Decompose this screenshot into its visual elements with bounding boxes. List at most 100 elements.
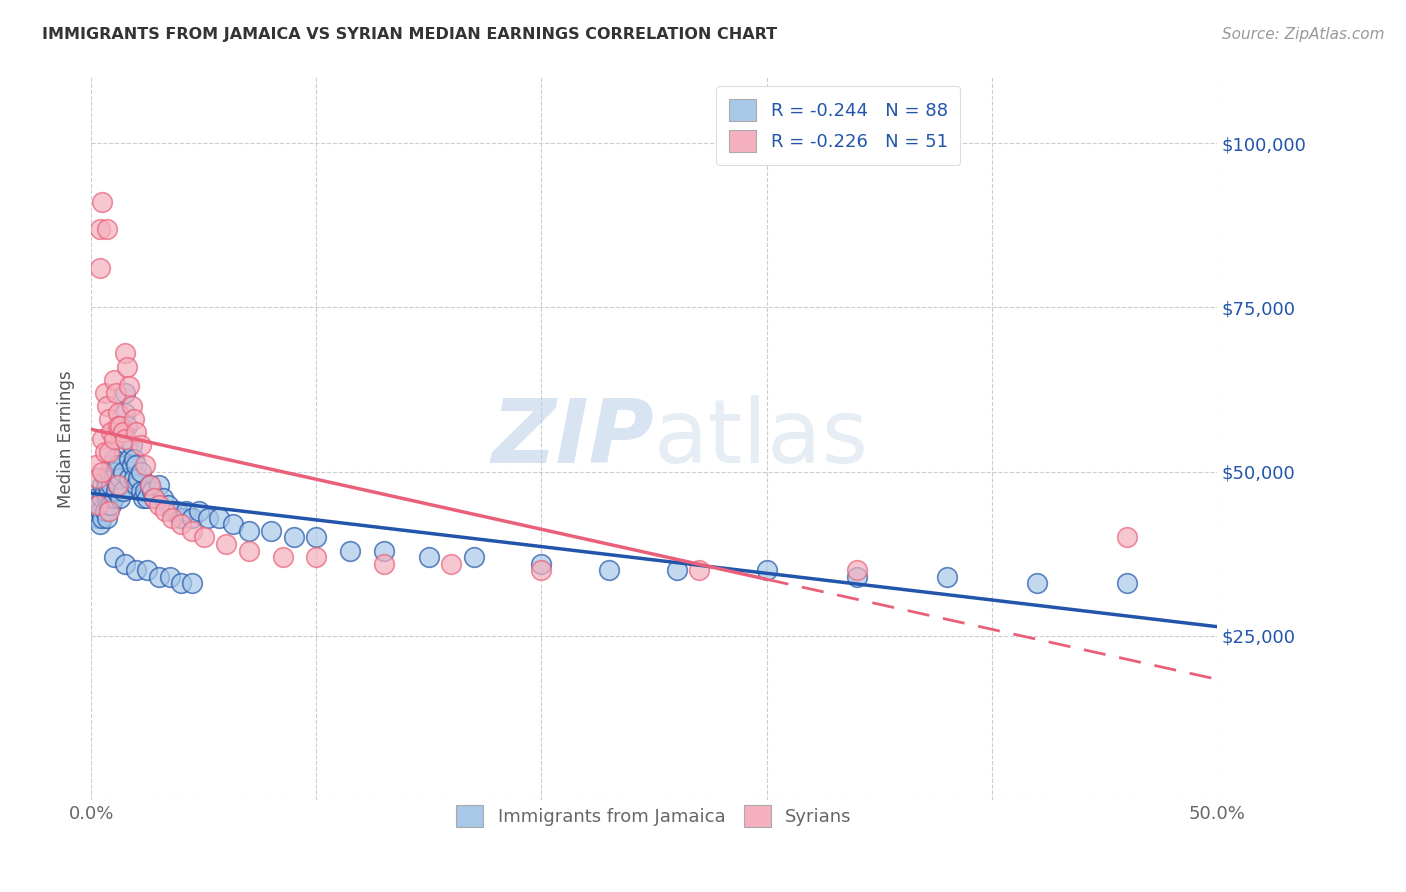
Point bbox=[283, 530, 305, 544]
Point bbox=[181, 510, 204, 524]
Point bbox=[100, 458, 122, 472]
Point bbox=[98, 484, 121, 499]
Point bbox=[111, 484, 134, 499]
Point bbox=[114, 385, 136, 400]
Point bbox=[208, 510, 231, 524]
Point bbox=[104, 385, 127, 400]
Point bbox=[238, 543, 260, 558]
Point bbox=[129, 484, 152, 499]
Point bbox=[91, 195, 114, 210]
Point bbox=[107, 418, 129, 433]
Point bbox=[935, 570, 957, 584]
Point bbox=[373, 543, 395, 558]
Point bbox=[305, 530, 328, 544]
Point bbox=[107, 405, 129, 419]
Point bbox=[260, 524, 283, 538]
Point bbox=[148, 570, 170, 584]
Point bbox=[87, 498, 110, 512]
Point bbox=[98, 504, 121, 518]
Point bbox=[373, 557, 395, 571]
Point bbox=[166, 504, 188, 518]
Point bbox=[91, 510, 114, 524]
Point bbox=[129, 438, 152, 452]
Point bbox=[530, 563, 553, 577]
Point bbox=[193, 530, 215, 544]
Point bbox=[125, 563, 148, 577]
Point bbox=[103, 550, 125, 565]
Point bbox=[174, 504, 197, 518]
Point bbox=[104, 465, 127, 479]
Point bbox=[96, 221, 118, 235]
Point bbox=[93, 471, 115, 485]
Point bbox=[148, 498, 170, 512]
Point bbox=[96, 510, 118, 524]
Point bbox=[688, 563, 710, 577]
Point bbox=[755, 563, 778, 577]
Point bbox=[91, 491, 114, 505]
Point bbox=[107, 478, 129, 492]
Point bbox=[87, 510, 110, 524]
Point bbox=[141, 484, 163, 499]
Point bbox=[87, 471, 110, 485]
Point bbox=[170, 510, 193, 524]
Point bbox=[122, 451, 145, 466]
Point bbox=[143, 491, 166, 505]
Point bbox=[271, 550, 294, 565]
Point bbox=[98, 465, 121, 479]
Point bbox=[93, 445, 115, 459]
Point bbox=[121, 399, 143, 413]
Point bbox=[89, 504, 111, 518]
Point bbox=[89, 221, 111, 235]
Point bbox=[103, 491, 125, 505]
Text: IMMIGRANTS FROM JAMAICA VS SYRIAN MEDIAN EARNINGS CORRELATION CHART: IMMIGRANTS FROM JAMAICA VS SYRIAN MEDIAN… bbox=[42, 27, 778, 42]
Point bbox=[122, 412, 145, 426]
Point bbox=[160, 504, 183, 518]
Y-axis label: Median Earnings: Median Earnings bbox=[58, 370, 75, 508]
Point bbox=[100, 498, 122, 512]
Point bbox=[215, 537, 238, 551]
Point bbox=[91, 478, 114, 492]
Text: atlas: atlas bbox=[654, 395, 869, 483]
Point bbox=[125, 458, 148, 472]
Point bbox=[127, 471, 149, 485]
Point bbox=[93, 484, 115, 499]
Point bbox=[181, 576, 204, 591]
Point bbox=[91, 432, 114, 446]
Point bbox=[125, 425, 148, 440]
Point bbox=[118, 451, 141, 466]
Point bbox=[136, 563, 159, 577]
Point bbox=[138, 478, 160, 492]
Point bbox=[845, 570, 868, 584]
Point bbox=[170, 517, 193, 532]
Point bbox=[103, 451, 125, 466]
Point bbox=[305, 550, 328, 565]
Point bbox=[84, 458, 107, 472]
Point bbox=[98, 412, 121, 426]
Text: Source: ZipAtlas.com: Source: ZipAtlas.com bbox=[1222, 27, 1385, 42]
Point bbox=[188, 504, 211, 518]
Point bbox=[110, 491, 132, 505]
Point bbox=[121, 458, 143, 472]
Point bbox=[134, 458, 156, 472]
Point bbox=[118, 471, 141, 485]
Point bbox=[118, 379, 141, 393]
Point bbox=[122, 471, 145, 485]
Point bbox=[152, 491, 174, 505]
Point bbox=[111, 425, 134, 440]
Point bbox=[103, 432, 125, 446]
Point bbox=[148, 478, 170, 492]
Point bbox=[132, 491, 155, 505]
Point bbox=[181, 524, 204, 538]
Point bbox=[222, 517, 245, 532]
Point bbox=[598, 563, 620, 577]
Point bbox=[129, 465, 152, 479]
Point bbox=[110, 418, 132, 433]
Point bbox=[93, 385, 115, 400]
Point bbox=[96, 399, 118, 413]
Point bbox=[665, 563, 688, 577]
Point bbox=[111, 465, 134, 479]
Point bbox=[96, 478, 118, 492]
Point bbox=[114, 346, 136, 360]
Point bbox=[91, 465, 114, 479]
Point bbox=[1115, 576, 1137, 591]
